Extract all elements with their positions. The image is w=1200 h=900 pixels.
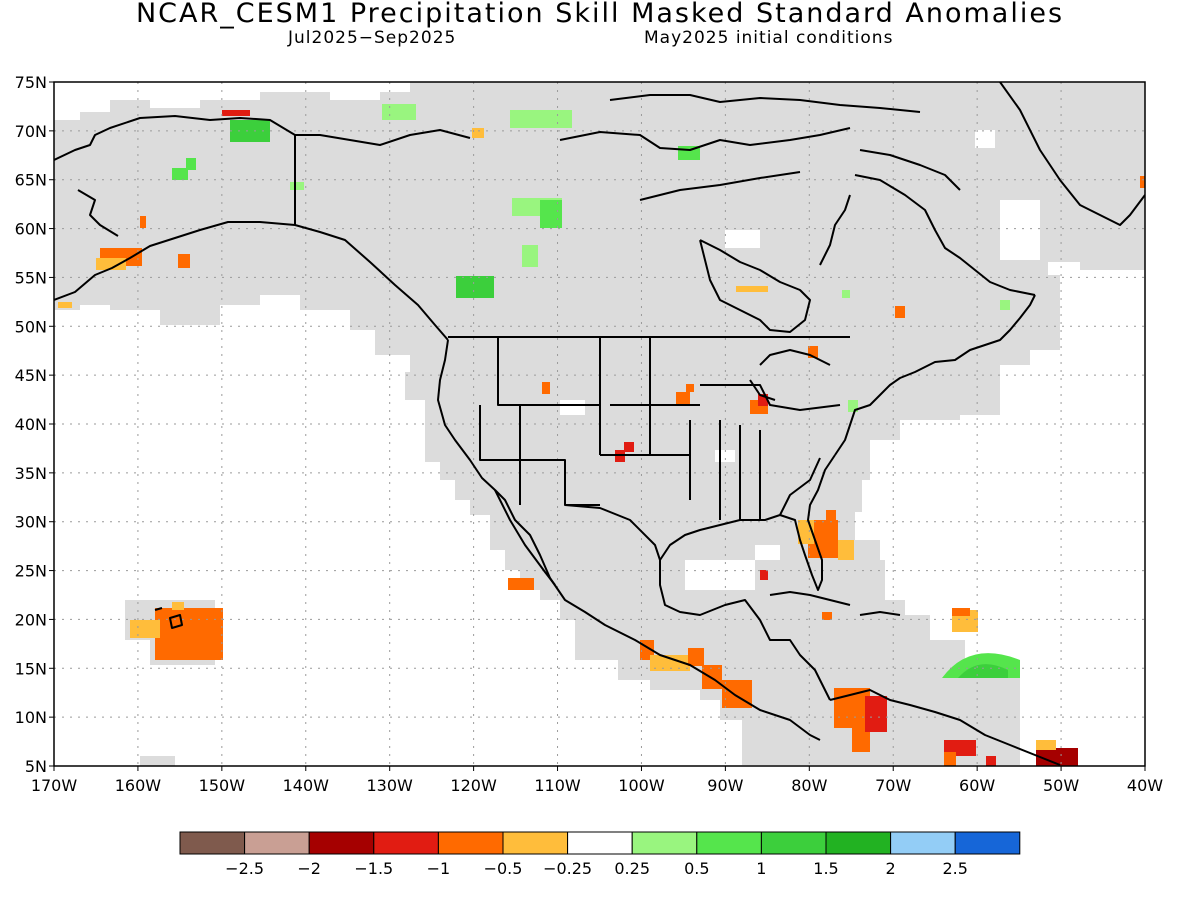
longitude-axis: 170W 160W 150W 140W 130W 120W 110W 100W 90W 80W 70… (31, 766, 1163, 795)
colorbar-swatch (502, 831, 569, 855)
colorbar-label: 0.5 (684, 859, 709, 878)
colorbar-swatch (760, 831, 827, 855)
lon-tick-label: 60W (959, 776, 995, 795)
colorbar-label: −1 (427, 859, 451, 878)
colorbar-label: 1 (756, 859, 766, 878)
lon-tick-label: 90W (707, 776, 743, 795)
lat-tick-label: 30N (15, 513, 47, 532)
colorbar-swatch (631, 831, 698, 855)
lon-tick-label: 40W (1127, 776, 1163, 795)
colorbar-swatch (825, 831, 892, 855)
lat-tick-label: 45N (15, 366, 47, 385)
lon-tick-label: 170W (31, 776, 78, 795)
valid-period: Jul2025−Sep2025 (288, 28, 457, 48)
coastlines (54, 82, 1145, 766)
colorbar-swatch (244, 831, 310, 855)
lat-tick-label: 65N (15, 171, 47, 190)
colorbar-label: 1.5 (813, 859, 838, 878)
colorbar-label: −1.5 (354, 859, 393, 878)
colorbar-swatch (890, 831, 956, 855)
lat-tick-label: 55N (15, 268, 47, 287)
lat-tick-label: 75N (15, 73, 47, 92)
lon-tick-label: 80W (791, 776, 827, 795)
colorbar-label: −2 (297, 859, 321, 878)
initial-conditions: May2025 initial conditions (644, 28, 894, 48)
lat-tick-label: 70N (15, 122, 47, 141)
colorbar-label: 2 (886, 859, 896, 878)
colorbar: −2.5 −2 −1.5 −1 −0.5 −0.25 0.25 0.5 1 1.5 2 2.5 (179, 831, 1021, 878)
colorbar-swatch (696, 831, 762, 855)
colorbar-swatch (179, 831, 246, 855)
colorbar-label: 2.5 (942, 859, 967, 878)
lat-tick-label: 35N (15, 464, 47, 483)
lat-tick-label: 50N (15, 317, 47, 336)
lat-tick-label: 25N (15, 562, 47, 581)
lon-tick-label: 110W (534, 776, 581, 795)
lat-tick-label: 60N (15, 220, 47, 239)
lat-tick-label: 5N (25, 757, 47, 776)
lat-tick-label: 10N (15, 708, 47, 727)
map-area (54, 82, 1145, 766)
colorbar-swatch (373, 831, 439, 855)
anomaly-patches (58, 104, 1145, 766)
lat-tick-label: 40N (15, 415, 47, 434)
colorbar-swatch (567, 831, 633, 855)
colorbar-swatch (308, 831, 375, 855)
lat-tick-label: 20N (15, 610, 47, 629)
lon-tick-label: 130W (367, 776, 414, 795)
lon-tick-label: 150W (199, 776, 246, 795)
colorbar-swatch (437, 831, 504, 855)
colorbar-swatch (954, 831, 1021, 855)
lon-tick-label: 140W (283, 776, 330, 795)
colorbar-label: 0.25 (614, 859, 650, 878)
latitude-axis: 5N 10N 15N 20N 25N 30N 35N 40N 45N 50N 55N 60N 65N 70… (15, 73, 54, 776)
lon-tick-label: 160W (115, 776, 162, 795)
lon-tick-label: 70W (875, 776, 911, 795)
lat-tick-label: 15N (15, 659, 47, 678)
map-title: NCAR_CESM1 Precipitation Skill Masked St… (135, 0, 1065, 29)
colorbar-label: −2.5 (225, 859, 264, 878)
colorbar-label: −0.25 (543, 859, 592, 878)
colorbar-label: −0.5 (484, 859, 523, 878)
lon-tick-label: 50W (1043, 776, 1079, 795)
lon-tick-label: 100W (618, 776, 665, 795)
lon-tick-label: 120W (450, 776, 497, 795)
